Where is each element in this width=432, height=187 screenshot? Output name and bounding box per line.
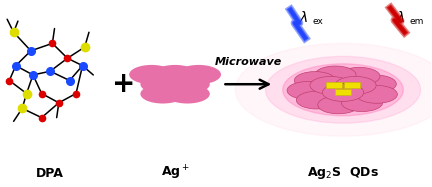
Text: ex: ex [313,17,324,26]
Text: Microwave: Microwave [215,57,282,67]
Circle shape [283,64,403,116]
Circle shape [140,75,185,94]
Circle shape [315,66,356,84]
Circle shape [287,82,328,99]
Circle shape [356,85,397,103]
Circle shape [355,75,396,93]
Circle shape [235,43,432,136]
Text: $\lambda$: $\lambda$ [396,10,405,25]
FancyBboxPatch shape [335,89,351,95]
Circle shape [152,65,197,84]
Circle shape [165,84,210,104]
Circle shape [322,84,364,101]
Text: $\lambda$: $\lambda$ [299,10,308,25]
FancyBboxPatch shape [326,82,342,88]
Circle shape [129,65,174,84]
Circle shape [318,96,359,114]
Circle shape [140,84,185,104]
Text: DPA: DPA [36,167,64,180]
Circle shape [294,72,336,89]
Circle shape [165,75,210,94]
Circle shape [296,91,338,109]
Circle shape [176,65,221,84]
Circle shape [341,94,383,111]
Text: em: em [410,17,424,26]
Circle shape [310,76,351,94]
Circle shape [266,56,420,123]
FancyBboxPatch shape [344,82,360,88]
Text: +: + [112,70,135,98]
Circle shape [335,76,376,94]
Text: Ag$_2$S  QDs: Ag$_2$S QDs [307,165,379,181]
Text: Ag$^+$: Ag$^+$ [161,164,190,183]
Circle shape [339,67,380,85]
